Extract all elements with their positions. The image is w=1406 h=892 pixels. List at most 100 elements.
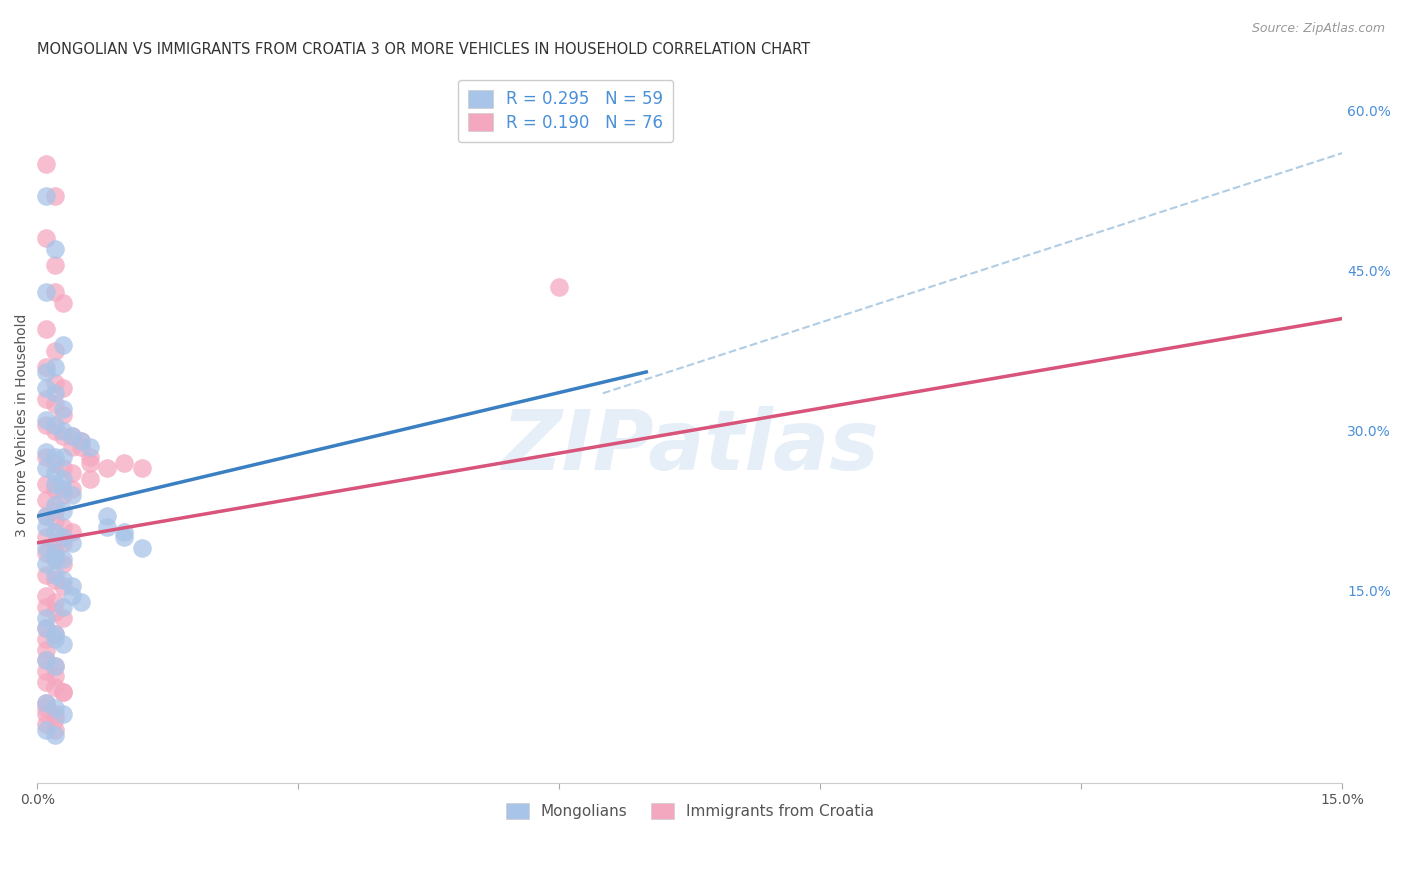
- Point: [52, 381, 75, 395]
- Point: [44, 536, 66, 550]
- Point: [35, 413, 58, 427]
- Point: [35, 392, 58, 406]
- Point: [35, 231, 58, 245]
- Point: [44, 450, 66, 465]
- Point: [35, 557, 58, 571]
- Point: [35, 599, 58, 614]
- Point: [35, 509, 58, 524]
- Point: [35, 567, 58, 582]
- Point: [35, 520, 58, 534]
- Point: [52, 408, 75, 422]
- Point: [44, 669, 66, 683]
- Point: [35, 621, 58, 635]
- Point: [79, 440, 101, 454]
- Point: [44, 359, 66, 374]
- Point: [35, 322, 58, 336]
- Point: [44, 525, 66, 540]
- Point: [52, 573, 75, 587]
- Point: [52, 536, 75, 550]
- Point: [44, 701, 66, 715]
- Point: [35, 717, 58, 731]
- Point: [44, 477, 66, 491]
- Point: [44, 343, 66, 358]
- Point: [131, 461, 153, 475]
- Point: [52, 706, 75, 721]
- Point: [52, 637, 75, 651]
- Point: [60, 536, 83, 550]
- Point: [44, 605, 66, 619]
- Point: [44, 658, 66, 673]
- Point: [52, 461, 75, 475]
- Point: [131, 541, 153, 556]
- Point: [52, 685, 75, 699]
- Point: [35, 706, 58, 721]
- Point: [44, 551, 66, 566]
- Point: [44, 546, 66, 560]
- Point: [35, 701, 58, 715]
- Point: [35, 642, 58, 657]
- Point: [69, 434, 91, 449]
- Point: [44, 418, 66, 433]
- Point: [44, 285, 66, 299]
- Point: [79, 450, 101, 465]
- Point: [112, 525, 135, 540]
- Point: [35, 653, 58, 667]
- Point: [44, 567, 66, 582]
- Point: [52, 402, 75, 417]
- Point: [52, 483, 75, 497]
- Point: [79, 456, 101, 470]
- Point: [35, 664, 58, 678]
- Point: [52, 610, 75, 624]
- Point: [44, 728, 66, 742]
- Point: [35, 546, 58, 560]
- Point: [52, 424, 75, 438]
- Point: [35, 477, 58, 491]
- Point: [35, 418, 58, 433]
- Point: [44, 546, 66, 560]
- Point: [44, 483, 66, 497]
- Y-axis label: 3 or more Vehicles in Household: 3 or more Vehicles in Household: [15, 314, 30, 537]
- Point: [52, 295, 75, 310]
- Point: [44, 632, 66, 646]
- Point: [44, 467, 66, 481]
- Point: [35, 285, 58, 299]
- Point: [52, 488, 75, 502]
- Point: [52, 450, 75, 465]
- Point: [548, 279, 571, 293]
- Point: [52, 520, 75, 534]
- Point: [35, 461, 58, 475]
- Point: [96, 461, 118, 475]
- Point: [44, 626, 66, 640]
- Point: [79, 472, 101, 486]
- Point: [35, 493, 58, 508]
- Point: [52, 531, 75, 545]
- Legend: Mongolians, Immigrants from Croatia: Mongolians, Immigrants from Croatia: [499, 797, 880, 825]
- Point: [44, 712, 66, 726]
- Point: [44, 456, 66, 470]
- Point: [44, 723, 66, 737]
- Point: [35, 381, 58, 395]
- Point: [44, 658, 66, 673]
- Point: [35, 359, 58, 374]
- Point: [35, 188, 58, 202]
- Text: ZIPatlas: ZIPatlas: [501, 407, 879, 487]
- Point: [60, 578, 83, 592]
- Point: [52, 472, 75, 486]
- Point: [35, 589, 58, 603]
- Point: [44, 242, 66, 256]
- Point: [35, 365, 58, 379]
- Point: [35, 723, 58, 737]
- Point: [52, 429, 75, 443]
- Point: [96, 520, 118, 534]
- Point: [44, 258, 66, 272]
- Point: [35, 696, 58, 710]
- Point: [35, 450, 58, 465]
- Point: [44, 188, 66, 202]
- Point: [60, 440, 83, 454]
- Point: [112, 456, 135, 470]
- Point: [52, 599, 75, 614]
- Point: [60, 525, 83, 540]
- Point: [112, 531, 135, 545]
- Point: [35, 696, 58, 710]
- Point: [96, 509, 118, 524]
